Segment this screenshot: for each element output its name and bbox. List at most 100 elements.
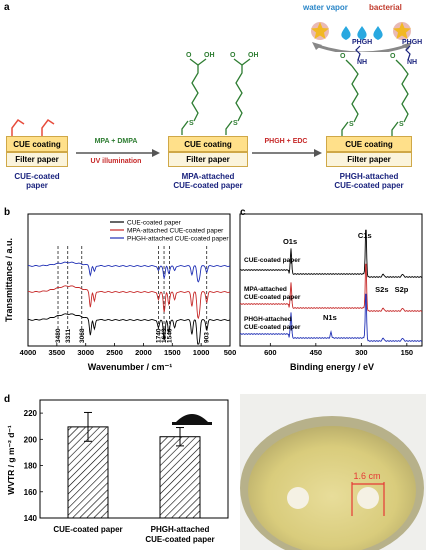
ftir-peak-label: 1643 xyxy=(161,328,168,343)
panel-label-a: a xyxy=(4,2,10,13)
phgh-coated-paper-disc xyxy=(357,487,379,509)
water-drop-icon xyxy=(341,26,351,40)
oxygen-atom: O xyxy=(340,53,346,60)
xps-series-phgh xyxy=(239,293,422,342)
wvtr-bar xyxy=(159,436,201,519)
stage1-caption: CUE-coated paper xyxy=(14,172,60,190)
ftir-xtick-label: 3500 xyxy=(49,348,66,357)
panel-label-b: b xyxy=(4,207,11,218)
inhibition-zone-label: 1.6 cm xyxy=(353,471,380,481)
cue-coated-paper-disc xyxy=(287,487,309,509)
filter-paper-layer: Filter paper xyxy=(326,152,412,167)
ftir-xtick-label: 1000 xyxy=(193,348,210,357)
stage3-caption: PHGH-attached CUE-coated paper xyxy=(334,172,404,190)
xps-xtick-label: 150 xyxy=(401,348,414,357)
xps-series-label: MPA-attached xyxy=(244,286,287,293)
panel-label-d: d xyxy=(4,394,11,405)
xps-xlabel: Binding energy / eV xyxy=(290,362,374,372)
sulfur-atom: S xyxy=(189,120,194,127)
wvtr-category-label: PHGH-attached xyxy=(151,525,210,534)
ftir-xtick-label: 3000 xyxy=(77,348,94,357)
wvtr-ylabel: WVTR / g m⁻² d⁻¹ xyxy=(6,425,16,495)
ftir-peak-label: 1546 xyxy=(167,328,174,343)
repel-icons xyxy=(311,22,412,52)
xps-series-cue xyxy=(239,229,422,278)
phgh-chains-icon: S S O O NH NH PHGH PHGH xyxy=(340,39,422,136)
substrate-icon xyxy=(172,422,212,425)
step1-conditions: UV illumination xyxy=(90,158,142,165)
cue-coating-layer: CUE coating xyxy=(326,136,412,152)
filter-paper-layer: Filter paper xyxy=(6,152,68,167)
water-drop-icon xyxy=(357,26,367,40)
hydroxyl-group: OH xyxy=(248,52,258,59)
filter-paper-layer: Filter paper xyxy=(168,152,248,167)
xps-xtick-label: 450 xyxy=(310,348,323,357)
ftir-xtick-label: 2000 xyxy=(135,348,152,357)
ftir-peak-label: 1740 xyxy=(155,328,162,343)
wvtr-category-label: CUE-coated paper xyxy=(53,525,122,534)
water-vapor-label: water vapor xyxy=(303,3,348,12)
star-icon xyxy=(393,22,411,40)
wvtr-ytick-label: 220 xyxy=(24,409,38,418)
inhibition-zone-scale xyxy=(351,482,385,516)
xps-series-label: CUE-coated paper xyxy=(244,294,301,301)
oxygen-atom: O xyxy=(230,52,236,59)
xps-xtick-label: 600 xyxy=(264,348,277,357)
xps-xtick-label: 300 xyxy=(355,348,368,357)
agar-plate xyxy=(248,426,416,550)
ftir-series-mpa xyxy=(28,285,231,320)
water-drop-icon xyxy=(373,26,383,40)
ftir-xtick-label: 1500 xyxy=(164,348,181,357)
xps-series-label: PHGH-attached xyxy=(244,316,292,323)
step1-reagents: MPA + DMPA xyxy=(94,138,138,145)
xps-peak-label: O1s xyxy=(283,237,297,246)
vinyl-groups-icon xyxy=(11,118,55,136)
wvtr-ytick-label: 140 xyxy=(24,514,38,523)
bacterial-label: bacterial xyxy=(369,3,402,12)
stage2-caption: MPA-attached CUE-coated paper xyxy=(173,172,243,190)
wvtr-bar xyxy=(67,426,109,519)
wvtr-ytick-label: 160 xyxy=(24,488,38,497)
ftir-xtick-label: 500 xyxy=(224,348,236,357)
sulfur-atom: S xyxy=(349,121,354,128)
ftir-chart: 4000 3500 3000 2500 2000 1500 1000 500 CUE-coat… xyxy=(4,213,236,372)
xps-peak-label: S2p xyxy=(395,285,409,294)
wvtr-ytick-label: 180 xyxy=(24,462,38,471)
legend-label: PHGH-attached CUE-coated paper xyxy=(127,236,229,243)
petri-dish-photo: 1.6 cm xyxy=(240,394,426,550)
amide-group: NH xyxy=(357,59,367,66)
xps-peak-label: C1s xyxy=(358,231,372,240)
wvtr-category-label: CUE-coated paper xyxy=(145,535,214,544)
arrow-icon xyxy=(252,149,322,157)
ftir-xlabel: Wavenumber / cm⁻¹ xyxy=(88,362,172,372)
ftir-xtick-label: 2500 xyxy=(106,348,123,357)
phgh-label: PHGH xyxy=(352,39,372,46)
legend-label: MPA-attached CUE-coated paper xyxy=(127,228,224,235)
ftir-peak-label: 3480 xyxy=(55,328,62,343)
ftir-series-phgh xyxy=(28,261,231,283)
cue-coating-layer: CUE coating xyxy=(168,136,248,152)
oxygen-atom: O xyxy=(186,52,192,59)
panel-label-c: c xyxy=(240,207,246,218)
ftir-series-cue xyxy=(28,313,231,345)
phgh-label: PHGH xyxy=(402,39,422,46)
xps-peak-label: N1s xyxy=(323,313,337,322)
ftir-ylabel: Transmittance / a.u. xyxy=(4,238,14,322)
xps-series-label: CUE-coated paper xyxy=(244,257,301,264)
ftir-peak-label: 903 xyxy=(204,332,211,343)
xps-peak-label: S2s xyxy=(375,285,388,294)
xps-series-label: CUE-coated paper xyxy=(244,324,301,331)
xps-series-mpa xyxy=(239,263,422,312)
mpa-chains-icon: S S O OH O OH xyxy=(181,52,258,135)
ftir-peak-label: 3311 xyxy=(65,329,72,343)
arrow-icon xyxy=(76,149,160,157)
oxygen-atom: O xyxy=(390,53,396,60)
amide-group: NH xyxy=(407,59,417,66)
xps-chart: 600 450 300 150 CUE-coated paperMPA-attache… xyxy=(239,213,423,372)
water-contact-droplet-icon xyxy=(176,414,208,422)
sulfur-atom: S xyxy=(399,121,404,128)
hydroxyl-group: OH xyxy=(204,52,215,59)
sulfur-atom: S xyxy=(233,120,238,127)
cue-coating-layer: CUE coating xyxy=(6,136,68,152)
